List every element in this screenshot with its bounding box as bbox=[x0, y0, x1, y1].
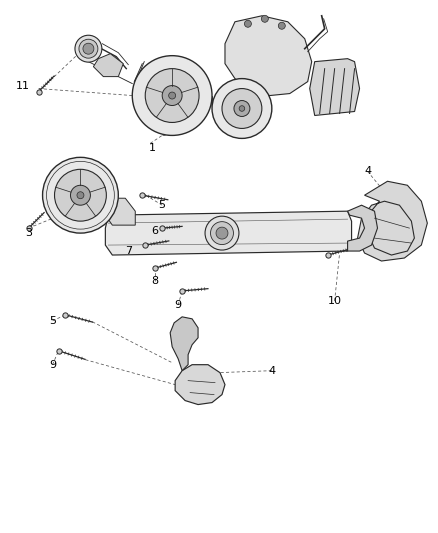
Text: 9: 9 bbox=[175, 300, 182, 310]
Circle shape bbox=[42, 157, 118, 233]
Text: 4: 4 bbox=[364, 166, 371, 176]
Circle shape bbox=[239, 106, 245, 111]
Circle shape bbox=[244, 20, 251, 27]
Text: 9: 9 bbox=[49, 360, 56, 370]
Text: 3: 3 bbox=[25, 228, 32, 238]
Circle shape bbox=[71, 185, 90, 205]
Circle shape bbox=[145, 69, 199, 123]
Text: 4: 4 bbox=[268, 366, 276, 376]
Circle shape bbox=[205, 216, 239, 250]
Circle shape bbox=[132, 55, 212, 135]
Circle shape bbox=[234, 101, 250, 117]
Text: 5: 5 bbox=[159, 200, 166, 210]
Circle shape bbox=[162, 86, 182, 106]
Polygon shape bbox=[357, 181, 427, 261]
Circle shape bbox=[261, 15, 268, 22]
Circle shape bbox=[278, 22, 285, 29]
Polygon shape bbox=[225, 16, 312, 95]
Polygon shape bbox=[170, 317, 198, 370]
Circle shape bbox=[79, 39, 98, 58]
Polygon shape bbox=[175, 365, 225, 405]
Text: 5: 5 bbox=[49, 316, 56, 326]
Text: 1: 1 bbox=[149, 143, 156, 154]
Text: 7: 7 bbox=[125, 246, 132, 256]
Circle shape bbox=[83, 43, 94, 54]
Polygon shape bbox=[106, 211, 352, 255]
Polygon shape bbox=[106, 198, 135, 225]
Text: 10: 10 bbox=[328, 296, 342, 306]
Circle shape bbox=[212, 78, 272, 139]
Circle shape bbox=[54, 169, 106, 221]
Polygon shape bbox=[310, 59, 360, 116]
Text: 6: 6 bbox=[152, 226, 159, 236]
Polygon shape bbox=[93, 54, 124, 77]
Polygon shape bbox=[348, 205, 378, 251]
Circle shape bbox=[75, 35, 102, 62]
Text: 8: 8 bbox=[152, 276, 159, 286]
Text: 11: 11 bbox=[16, 80, 30, 91]
Circle shape bbox=[216, 227, 228, 239]
Circle shape bbox=[169, 92, 176, 99]
Circle shape bbox=[77, 192, 84, 199]
Circle shape bbox=[211, 222, 233, 245]
Circle shape bbox=[222, 88, 262, 128]
